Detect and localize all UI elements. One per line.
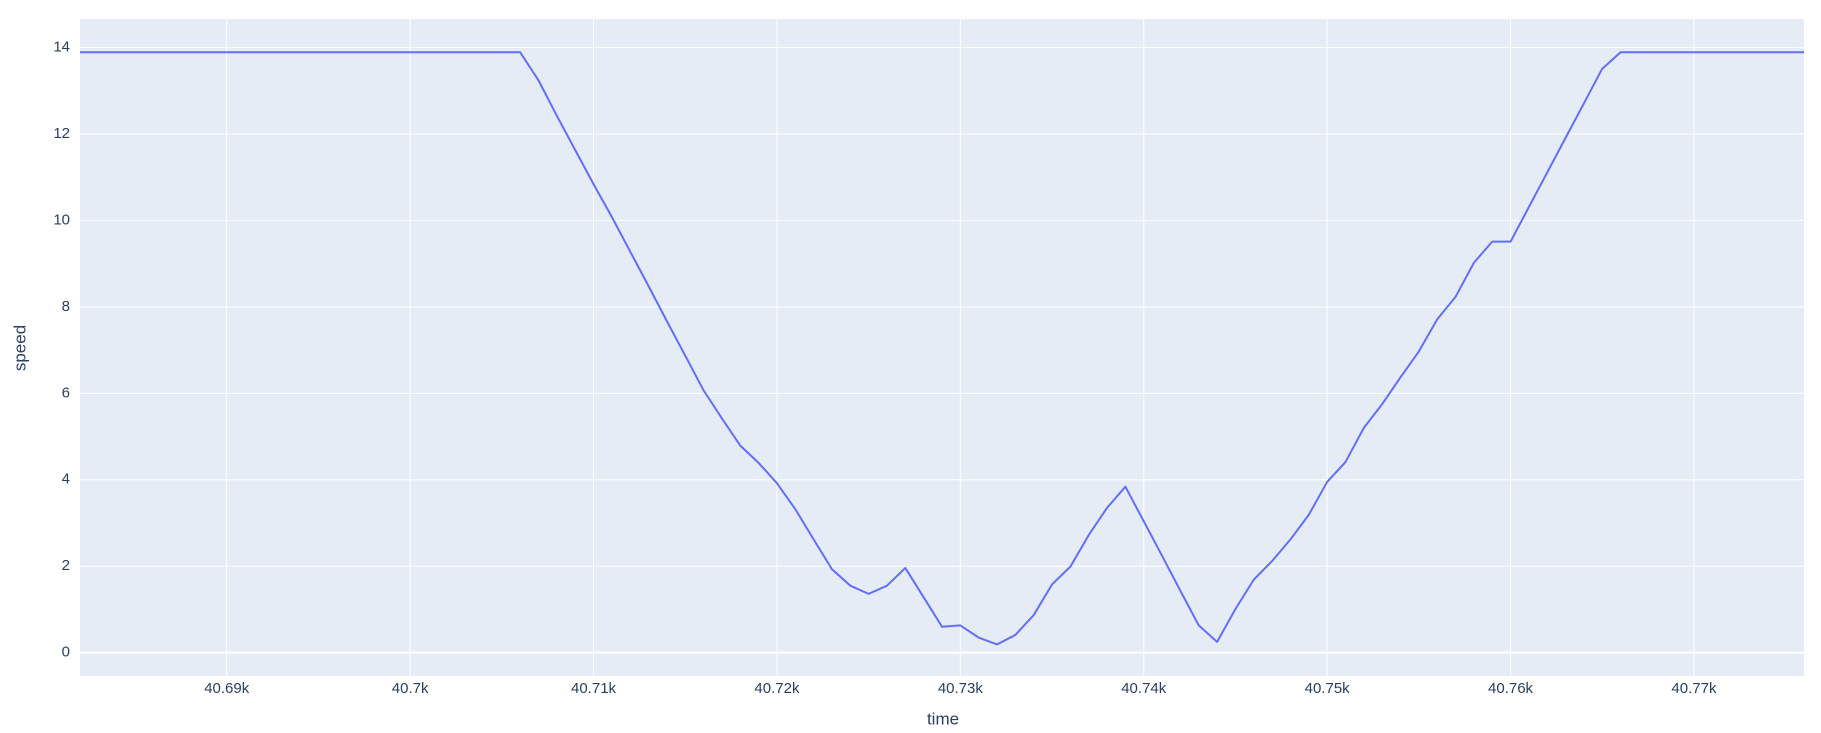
line bbox=[80, 51, 1804, 646]
y-tick-label: 6 bbox=[62, 384, 70, 401]
plot-area bbox=[80, 19, 1804, 676]
y-tick-label: 14 bbox=[53, 38, 70, 55]
x-axis-label: time bbox=[927, 709, 959, 728]
x-tick-label: 40.72k bbox=[754, 680, 800, 697]
y-tick-label: 12 bbox=[53, 125, 70, 142]
x-tick-label: 40.74k bbox=[1121, 680, 1167, 697]
y-tick-label: 8 bbox=[62, 298, 70, 315]
x-tick-label: 40.73k bbox=[938, 680, 984, 697]
x-tick-label: 40.77k bbox=[1671, 680, 1717, 697]
x-tick-label: 40.7k bbox=[392, 680, 429, 697]
y-axis-label: speed bbox=[10, 325, 29, 371]
x-tick-label: 40.69k bbox=[204, 680, 250, 697]
y-tick-label: 10 bbox=[53, 211, 70, 228]
y-tick-label: 2 bbox=[62, 557, 70, 574]
x-tick-label: 40.76k bbox=[1488, 680, 1534, 697]
x-tick-label: 40.71k bbox=[571, 680, 617, 697]
y-tick-label: 0 bbox=[62, 644, 70, 661]
y-tick-label: 4 bbox=[62, 471, 70, 488]
x-tick-label: 40.75k bbox=[1305, 680, 1351, 697]
